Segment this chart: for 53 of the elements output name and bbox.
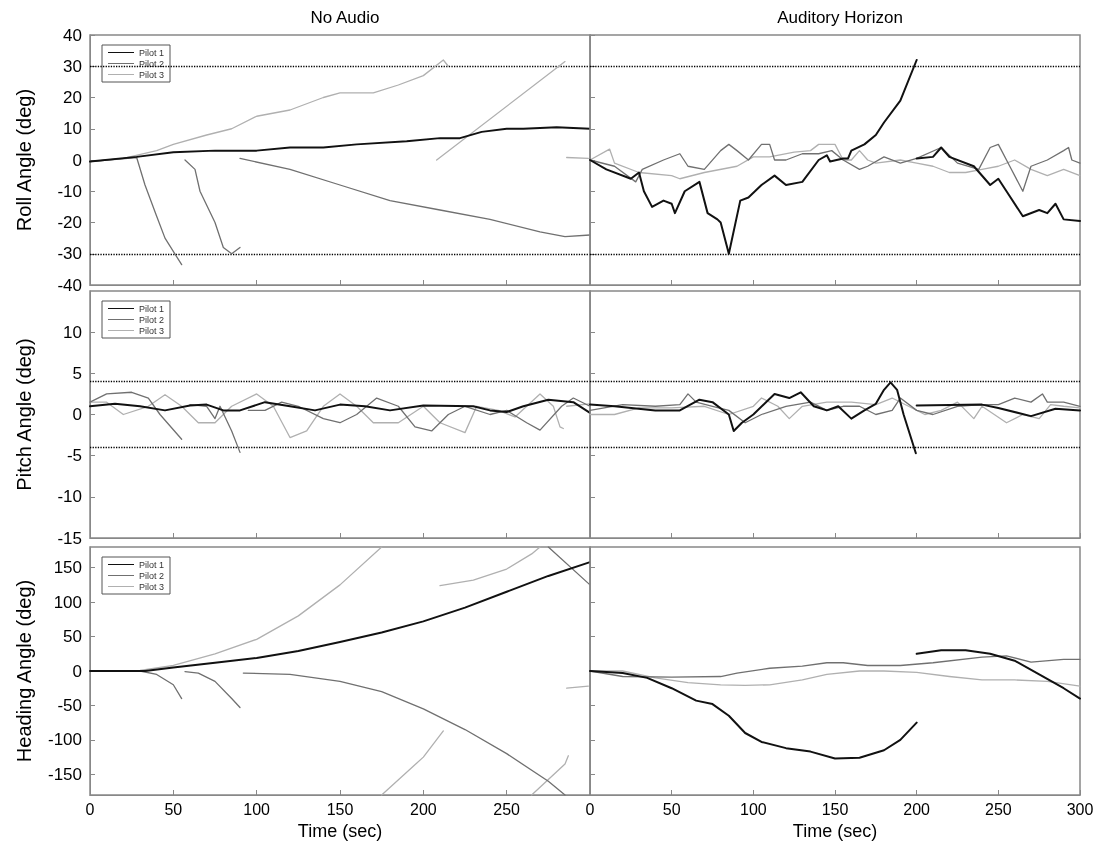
legend-label: Pilot 3 [139,325,165,336]
y-tick-label: -40 [57,275,82,295]
y-tick-label: 150 [53,558,82,578]
x-tick-label: 0 [585,800,595,818]
y-tick-label: 5 [72,363,82,383]
y-tick-label: 30 [63,56,82,76]
x-axis-title: Time (sec) [792,820,878,841]
y-tick-label: 0 [72,150,82,170]
x-tick-label: 250 [493,800,521,818]
y-tick-label: 10 [63,322,82,342]
y-tick-label: 20 [63,88,82,107]
legend-label: Pilot 2 [139,314,165,325]
y-axis-title: Pitch Angle (deg) [13,338,35,491]
y-axis-title: Heading Angle (deg) [13,579,35,763]
legend-label: Pilot 1 [139,47,165,58]
x-tick-label: 100 [739,800,767,818]
chart-title: Auditory Horizon [777,8,903,27]
x-tick-label: 200 [903,800,931,818]
y-tick-label: -150 [47,764,82,784]
x-tick-label: 50 [662,800,681,818]
y-axis-title: Roll Angle (deg) [13,88,35,232]
y-tick-label: 0 [72,661,82,681]
x-tick-label: 50 [164,800,183,818]
y-tick-label: -10 [57,487,82,507]
line-series [89,561,591,672]
legend-label: Pilot 1 [139,303,165,314]
y-tick-label: 0 [72,405,82,424]
y-tick-label: -30 [57,244,82,264]
y-tick-label: -20 [57,213,82,232]
y-tick-label: 50 [63,627,82,647]
y-tick-label: -10 [57,181,82,201]
y-tick-label: 10 [63,119,82,139]
x-tick-label: 100 [243,800,271,818]
legend-label: Pilot 3 [139,581,165,592]
y-tick-label: -5 [66,446,82,466]
line-series [89,398,591,414]
x-tick-label: 150 [326,800,354,818]
line-series [89,126,591,163]
y-tick-label: -15 [57,528,82,548]
x-tick-label: 150 [821,800,849,818]
x-axis-title: Time (sec) [297,820,383,841]
x-tick-label: 200 [409,800,437,818]
legend-label: Pilot 2 [139,570,165,581]
legend-label: Pilot 1 [139,559,165,570]
x-tick-label: 300 [1066,800,1094,818]
legend-label: Pilot 3 [139,69,165,80]
x-tick-label: 250 [984,800,1012,818]
y-tick-label: 40 [63,25,82,45]
chart-title: No Audio [310,8,380,27]
x-tick-label: 0 [85,800,95,818]
y-tick-label: -100 [47,730,82,750]
y-tick-label: -50 [57,695,82,715]
y-tick-label: 100 [53,592,82,612]
